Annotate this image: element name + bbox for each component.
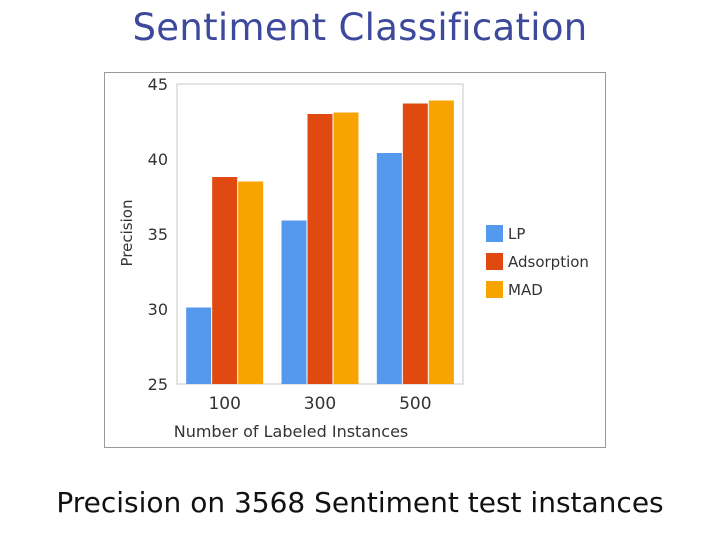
slide-title: Sentiment Classification	[132, 6, 588, 49]
x-axis-label: Number of Labeled Instances	[174, 422, 409, 441]
bar-lp-500	[376, 153, 402, 384]
y-tick-label: 25	[148, 375, 168, 394]
bar-mad-500	[428, 100, 454, 384]
x-tick-label: 100	[208, 394, 240, 414]
y-axis-label: Precision	[118, 200, 136, 267]
legend-label-lp: LP	[508, 225, 525, 243]
bar-lp-300	[281, 220, 307, 384]
legend-swatch-adsorption	[486, 253, 503, 270]
bar-lp-100	[186, 307, 212, 384]
slide-caption: Precision on 3568 Sentiment test instanc…	[56, 486, 664, 519]
bar-chart: 25 30 35 40 45 100 300 500 LP Adsorption MAD Pre…	[118, 75, 589, 441]
bar-mad-300	[333, 112, 359, 384]
legend-swatch-lp	[486, 225, 503, 242]
x-tick-label: 500	[399, 394, 431, 414]
bar-adsorption-300	[307, 114, 333, 384]
y-tick-label: 35	[148, 225, 168, 244]
bar-mad-100	[238, 181, 264, 384]
legend-label-adsorption: Adsorption	[508, 253, 589, 271]
y-tick-label: 45	[148, 75, 168, 94]
x-tick-label: 300	[304, 394, 336, 414]
legend-swatch-mad	[486, 281, 503, 298]
y-tick-label: 30	[148, 300, 168, 319]
legend-label-mad: MAD	[508, 281, 543, 299]
bar-adsorption-100	[212, 177, 238, 384]
bar-adsorption-500	[402, 103, 428, 384]
chart-frame: 25 30 35 40 45 100 300 500 LP Adsorption MAD Pre…	[104, 72, 606, 448]
y-tick-label: 40	[148, 150, 168, 169]
